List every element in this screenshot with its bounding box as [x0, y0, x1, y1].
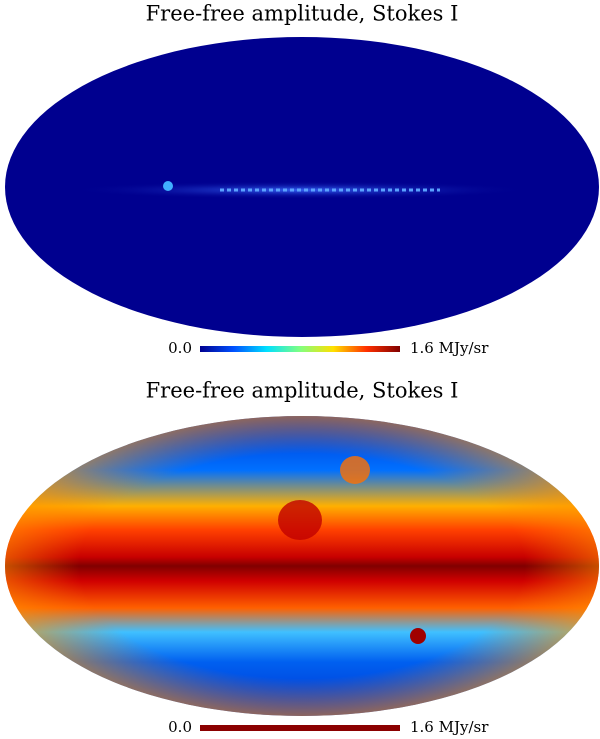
colorbar: [200, 346, 400, 352]
region: [278, 500, 322, 540]
colorbar-label: 0.0: [168, 718, 192, 736]
region: [340, 456, 370, 484]
colorbar-label: 0.0: [168, 339, 192, 357]
chart-title: Free-free amplitude, Stokes I: [146, 379, 459, 403]
region: [410, 628, 426, 644]
sky-map-edge: [5, 416, 599, 716]
colorbar-label: 1.6 MJy/sr: [410, 339, 489, 357]
colorbar: [200, 725, 400, 731]
colorbar-label: 1.6 MJy/sr: [410, 718, 489, 736]
source: [163, 181, 173, 191]
chart-title: Free-free amplitude, Stokes I: [146, 2, 459, 26]
